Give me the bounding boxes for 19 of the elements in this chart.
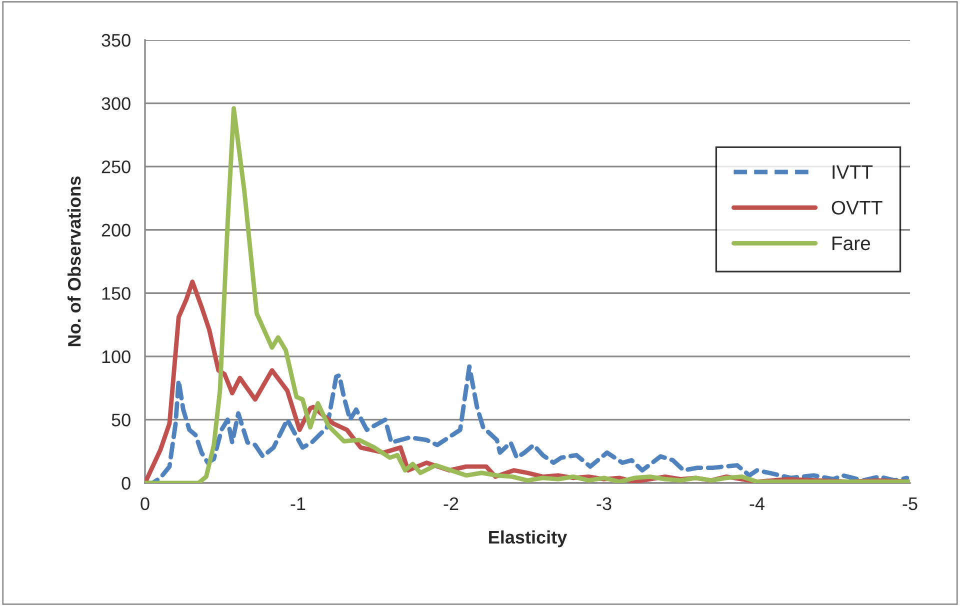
x-tick-label: -2 — [444, 497, 458, 510]
legend-label: IVTT — [832, 165, 873, 179]
y-tick-label: 150 — [102, 287, 130, 300]
y-tick-label: 50 — [112, 414, 130, 426]
y-tick-label: 0 — [122, 476, 130, 490]
x-tick-label: -3 — [596, 497, 612, 510]
y-tick-label: 200 — [102, 224, 130, 237]
y-tick-label: 300 — [102, 97, 130, 110]
x-axis-title: Elasticity — [489, 530, 568, 548]
x-tick-label: -1 — [290, 498, 306, 510]
y-tick-label: 100 — [102, 350, 130, 364]
x-tick-label: 0 — [140, 497, 150, 510]
legend-label: OVTT — [832, 200, 882, 215]
y-axis-title: No. of Observations — [67, 176, 81, 346]
y-tick-label: 350 — [102, 34, 130, 47]
legend-label: Fare — [832, 236, 870, 250]
x-tick-label: -5 — [902, 498, 918, 510]
y-tick-label: 250 — [102, 160, 130, 174]
x-tick-label: -4 — [750, 498, 764, 510]
